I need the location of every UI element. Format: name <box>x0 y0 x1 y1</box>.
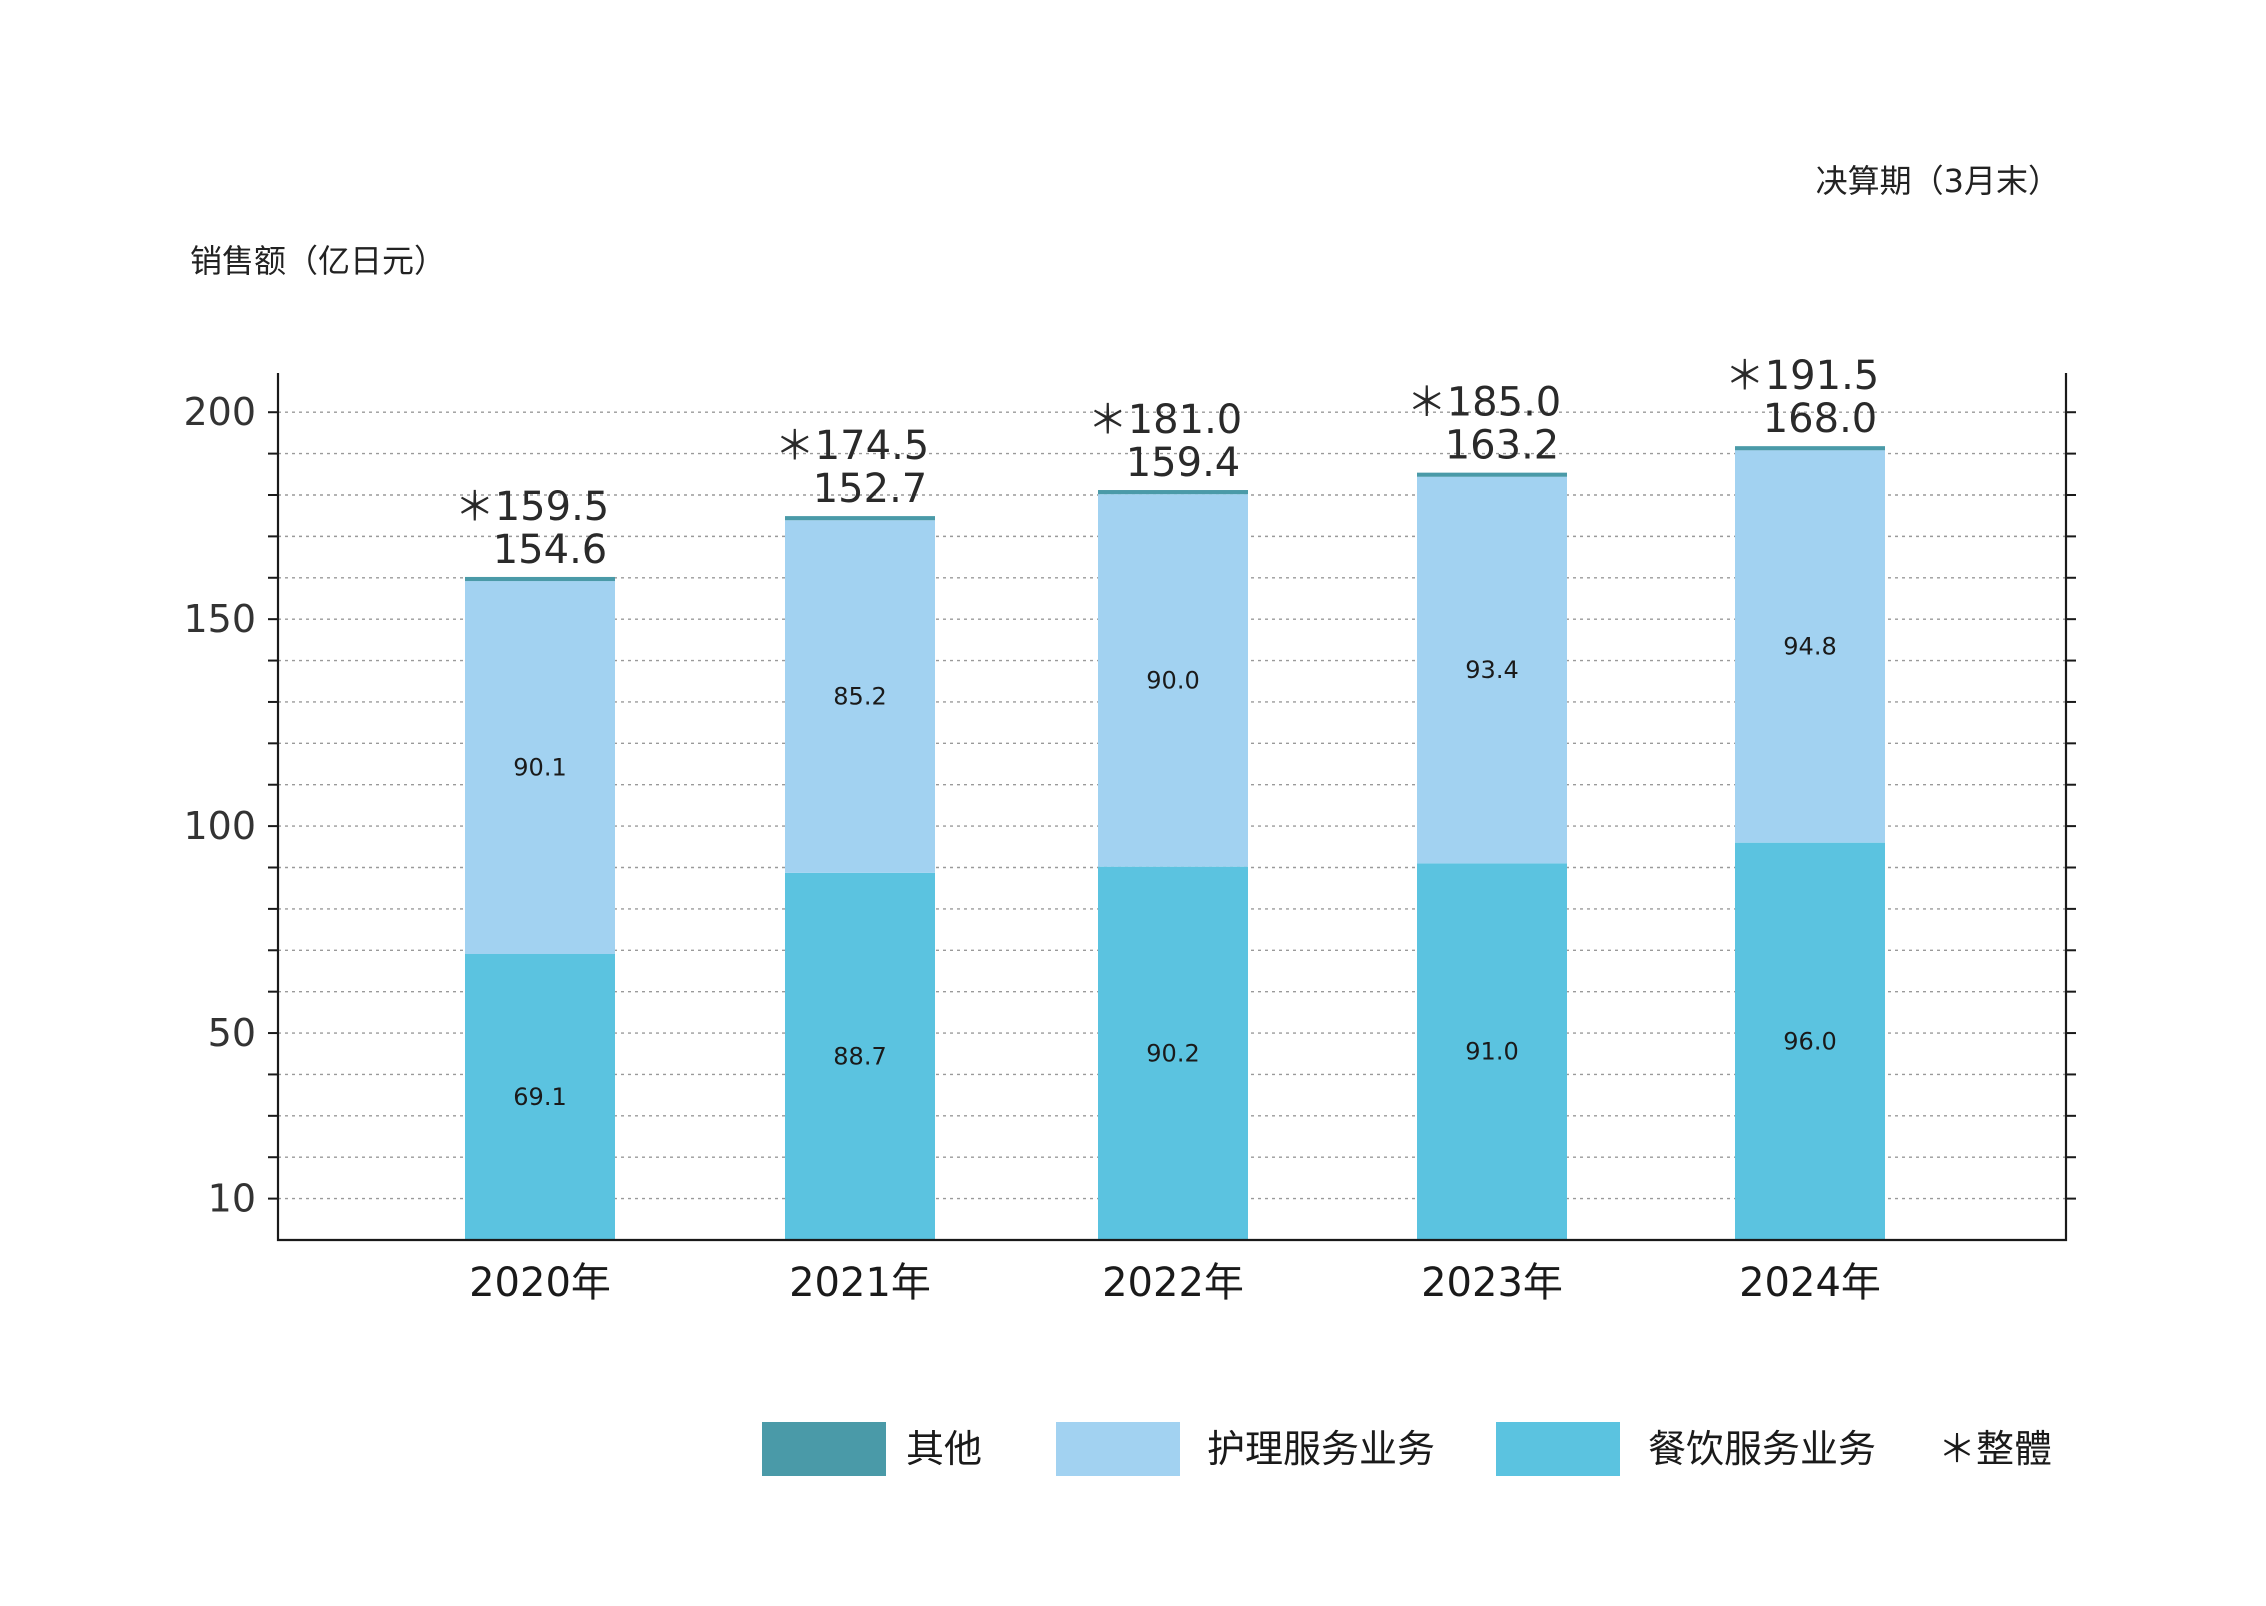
data-label-care: 85.2 <box>833 683 886 711</box>
subtotal-label: 168.0 <box>1763 396 1878 442</box>
legend-swatch-food <box>1496 1422 1620 1476</box>
bar-segment-other <box>465 576 615 582</box>
data-label-food: 96.0 <box>1783 1027 1836 1055</box>
legend-swatch-care <box>1056 1422 1180 1476</box>
data-label-food: 69.1 <box>513 1083 566 1111</box>
bar-segment-care <box>1098 494 1248 867</box>
total-label: ＊174.5 <box>775 423 930 469</box>
bar-segment-food <box>1735 842 1885 1240</box>
data-label-food: 91.0 <box>1465 1038 1518 1066</box>
bar-segment-other <box>1098 490 1248 495</box>
value-labels: 69.1 90.1 154.6＊159.5 2020年 88.7 85.2 152.7＊17… <box>455 353 1881 1306</box>
bar-segment-other <box>1735 446 1885 451</box>
bar-segment-food <box>1098 866 1248 1240</box>
data-label-care: 90.1 <box>513 754 566 782</box>
fiscal-period-label: 决算期（3月末） <box>1816 162 2060 200</box>
legend-swatch-other <box>762 1422 886 1476</box>
bars <box>465 446 1885 1240</box>
data-label-food: 90.2 <box>1146 1039 1199 1067</box>
x-tick-label: 2020年 <box>469 1260 611 1306</box>
total-label: ＊185.0 <box>1407 380 1562 426</box>
x-tick-label: 2021年 <box>789 1260 931 1306</box>
total-label: ＊181.0 <box>1088 397 1243 443</box>
bar-segment-care <box>785 520 935 873</box>
bar-segment-food <box>465 954 615 1240</box>
y-tick-label: 200 <box>183 390 256 434</box>
bar-segment-care <box>1417 476 1567 864</box>
legend-label-other: 其他 <box>906 1427 982 1471</box>
legend-note-overall: ＊整體 <box>1938 1427 2052 1471</box>
subtotal-label: 152.7 <box>813 466 928 512</box>
x-tick-label: 2024年 <box>1739 1260 1881 1306</box>
y-tick-label: 50 <box>208 1011 256 1055</box>
data-label-food: 88.7 <box>833 1042 886 1070</box>
data-label-care: 90.0 <box>1146 666 1199 694</box>
bar-segment-care <box>1735 450 1885 843</box>
axes: 10 50 100 150 200 <box>183 373 2076 1242</box>
subtotal-label: 163.2 <box>1445 423 1560 469</box>
bar-segment-care <box>465 581 615 955</box>
bar-segment-food <box>1417 863 1567 1240</box>
x-tick-label: 2022年 <box>1102 1260 1244 1306</box>
legend-label-food: 餐饮服务业务 <box>1648 1427 1876 1471</box>
legend: 其他 护理服务业务 餐饮服务业务 ＊整體 <box>762 1422 2052 1476</box>
data-label-care: 93.4 <box>1465 656 1518 684</box>
data-label-care: 94.8 <box>1783 632 1836 660</box>
bar-segment-other <box>1417 472 1567 477</box>
bar-segment-food <box>785 872 935 1240</box>
axis-frame <box>276 373 2068 1242</box>
y-tick-label: 100 <box>183 804 256 848</box>
total-label: ＊159.5 <box>455 484 610 530</box>
subtotal-label: 159.4 <box>1126 440 1241 486</box>
y-tick-label: 10 <box>208 1177 256 1221</box>
subtotal-label: 154.6 <box>493 527 608 573</box>
legend-label-care: 护理服务业务 <box>1207 1427 1435 1471</box>
bar-segment-other <box>785 516 935 521</box>
y-tick-label: 150 <box>183 597 256 641</box>
total-label: ＊191.5 <box>1725 353 1880 399</box>
y-unit-label: 销售额（亿日元） <box>190 242 446 280</box>
x-tick-label: 2023年 <box>1421 1260 1563 1306</box>
